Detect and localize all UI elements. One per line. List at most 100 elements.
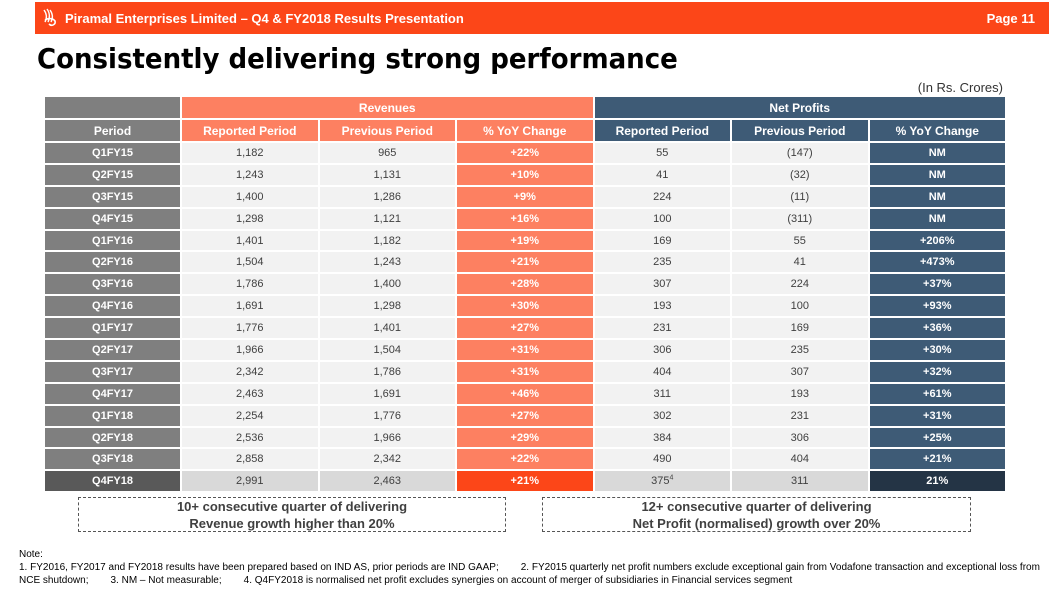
table-row: Q1FY17 1,776 1,401 +27% 231 169 +36%	[43, 316, 1008, 341]
period-cell: Q1FY15	[43, 141, 182, 165]
net-profit-previous-cell: 224	[730, 272, 870, 297]
net-profit-yoy-cell-value: +36%	[923, 322, 952, 335]
net-profit-yoy-cell-value: +61%	[923, 387, 952, 400]
revenue-reported-cell-value: 1,182	[235, 146, 264, 159]
net-profit-previous-cell-value: 41	[793, 256, 806, 269]
revenue-previous-cell: 1,400	[317, 272, 457, 297]
net-profit-reported-cell-value: 41	[656, 168, 669, 181]
revenue-reported-cell-value: 1,966	[235, 343, 264, 356]
net-profit-reported-cell: 193	[592, 294, 733, 319]
net-profit-previous-cell: 311	[730, 469, 870, 494]
period-cell-value: Q2FY15	[92, 168, 133, 181]
revenue-reported-cell: 2,342	[180, 359, 320, 384]
net-profit-reported-cell: 307	[592, 272, 733, 297]
net-profit-yoy-cell-value: 21%	[926, 475, 949, 488]
net-profit-yoy-cell: +21%	[867, 447, 1008, 472]
revenue-reported-cell: 2,991	[180, 469, 320, 494]
table-row: Q2FY17 1,966 1,504 +31% 306 235 +30%	[43, 338, 1008, 362]
net-profit-yoy-cell: +36%	[867, 316, 1008, 341]
net-profit-previous-cell-value: (32)	[789, 168, 810, 181]
group-header-net-profits: Net Profits	[592, 95, 1008, 120]
net-profit-reported-cell: 100	[592, 206, 733, 231]
net-profit-previous-cell: 193	[730, 381, 870, 406]
revenue-previous-cell: 1,786	[317, 359, 457, 384]
revenue-previous-cell: 1,504	[317, 338, 457, 362]
period-cell: Q2FY16	[43, 250, 182, 275]
net-profit-yoy-cell-value: NM	[928, 190, 946, 203]
period-cell-value: Q4FY18	[92, 475, 133, 488]
net-profit-reported-cell-value: 231	[653, 322, 672, 335]
net-profit-yoy-cell: +206%	[867, 228, 1008, 253]
net-profit-previous-cell-value: 100	[790, 300, 809, 313]
revenue-yoy-cell: +31%	[455, 359, 595, 384]
period-cell: Q2FY17	[43, 338, 182, 362]
net-profit-yoy-cell: +30%	[867, 338, 1008, 362]
table-row: Q3FY15 1,400 1,286 +9% 224 (11) NM	[43, 184, 1008, 209]
net-profit-previous-cell: 55	[730, 228, 870, 253]
column-header-rev-previous: Previous Period	[317, 118, 457, 143]
revenue-yoy-cell: +27%	[455, 403, 595, 428]
revenue-previous-cell-value: 1,691	[373, 387, 402, 400]
revenue-reported-cell-value: 2,254	[235, 409, 264, 422]
column-header-np-yoy: % YoY Change	[867, 118, 1008, 143]
revenue-previous-cell: 1,243	[317, 250, 457, 275]
net-profit-reported-cell: 231	[592, 316, 733, 341]
revenue-yoy-cell-value: +19%	[510, 234, 539, 247]
net-profit-reported-cell: 55	[592, 141, 733, 165]
net-profit-yoy-cell: +93%	[867, 294, 1008, 319]
revenue-reported-cell-value: 1,400	[235, 190, 264, 203]
revenue-yoy-cell: +30%	[455, 294, 595, 319]
net-profit-previous-cell: 41	[730, 250, 870, 275]
revenue-yoy-cell: +19%	[455, 228, 595, 253]
net-profit-reported-cell: 41	[592, 162, 733, 187]
presentation-title: Piramal Enterprises Limited – Q4 & FY201…	[65, 10, 464, 26]
net-profit-reported-cell: 311	[592, 381, 733, 406]
period-cell-value: Q2FY16	[92, 256, 133, 269]
revenue-yoy-cell-value: +10%	[510, 168, 539, 181]
revenue-reported-cell: 1,400	[180, 184, 320, 209]
net-profit-reported-cell: 490	[592, 447, 733, 472]
revenue-reported-cell: 1,182	[180, 141, 320, 165]
net-profit-callout-line2: Net Profit (normalised) growth over 20%	[632, 515, 881, 531]
revenue-callout-line1: 10+ consecutive quarter of delivering	[176, 498, 408, 514]
net-profit-previous-cell-value: 306	[790, 431, 809, 444]
net-profit-previous-cell: 307	[730, 359, 870, 384]
revenue-previous-cell-value: 1,400	[373, 278, 402, 291]
group-header-blank	[43, 95, 182, 120]
revenue-previous-cell: 1,401	[317, 316, 457, 341]
revenue-yoy-cell: +46%	[455, 381, 595, 406]
revenue-previous-cell-value: 1,966	[373, 431, 402, 444]
net-profit-previous-cell: 404	[730, 447, 870, 472]
table-row: Q3FY16 1,786 1,400 +28% 307 224 +37%	[43, 272, 1008, 297]
period-cell-value: Q4FY16	[92, 300, 133, 313]
revenue-reported-cell: 1,691	[180, 294, 320, 319]
net-profit-reported-cell-value: 307	[653, 278, 672, 291]
net-profit-yoy-cell-value: +37%	[923, 278, 952, 291]
revenue-yoy-cell: +16%	[455, 206, 595, 231]
net-profit-previous-cell-value: (11)	[790, 190, 810, 203]
net-profit-previous-cell-value: 169	[790, 322, 809, 335]
revenue-yoy-cell-value: +31%	[510, 365, 539, 378]
net-profit-yoy-cell: NM	[867, 206, 1008, 231]
revenue-previous-cell-value: 1,286	[373, 190, 402, 203]
table-row: Q1FY16 1,401 1,182 +19% 169 55 +206%	[43, 228, 1008, 253]
net-profit-callout-line1: 12+ consecutive quarter of delivering	[641, 498, 872, 514]
table-row: Q4FY16 1,691 1,298 +30% 193 100 +93%	[43, 294, 1008, 319]
period-cell: Q2FY18	[43, 425, 182, 450]
revenue-previous-cell-value: 965	[378, 146, 397, 159]
net-profit-previous-cell-value: (311)	[787, 212, 813, 225]
revenue-reported-cell-value: 2,342	[235, 365, 264, 378]
revenue-yoy-cell: +28%	[455, 272, 595, 297]
revenue-previous-cell-value: 2,463	[373, 475, 402, 488]
table-row: Q2FY16 1,504 1,243 +21% 235 41 +473%	[43, 250, 1008, 275]
revenue-reported-cell: 1,401	[180, 228, 320, 253]
net-profit-yoy-cell: +37%	[867, 272, 1008, 297]
net-profit-previous-cell-value: 55	[793, 234, 806, 247]
net-profit-reported-cell: 302	[592, 403, 733, 428]
revenue-callout: 10+ consecutive quarter of delivering Re…	[78, 497, 506, 532]
net-profit-previous-cell: 169	[730, 316, 870, 341]
net-profit-yoy-cell: NM	[867, 141, 1008, 165]
revenue-yoy-cell: +22%	[455, 141, 595, 165]
period-cell-value: Q4FY17	[92, 387, 133, 400]
net-profit-previous-cell-value: 231	[790, 409, 809, 422]
